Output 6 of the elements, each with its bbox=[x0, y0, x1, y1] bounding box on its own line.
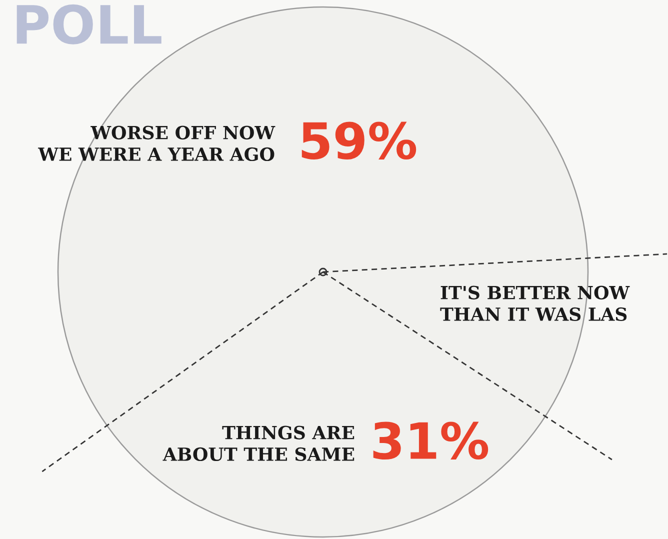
data-label: 31% bbox=[373, 422, 488, 460]
data-label: 59% bbox=[302, 122, 416, 160]
slice-label: IT'S BETTER NOW THAN IT WAS LAS bbox=[440, 286, 630, 322]
slice-label: WORSE OFF NOW WE WERE A YEAR AGO bbox=[38, 126, 276, 162]
text: POLL bbox=[16, 4, 162, 44]
slice-label: THINGS ARE ABOUT THE SAME bbox=[162, 426, 354, 462]
